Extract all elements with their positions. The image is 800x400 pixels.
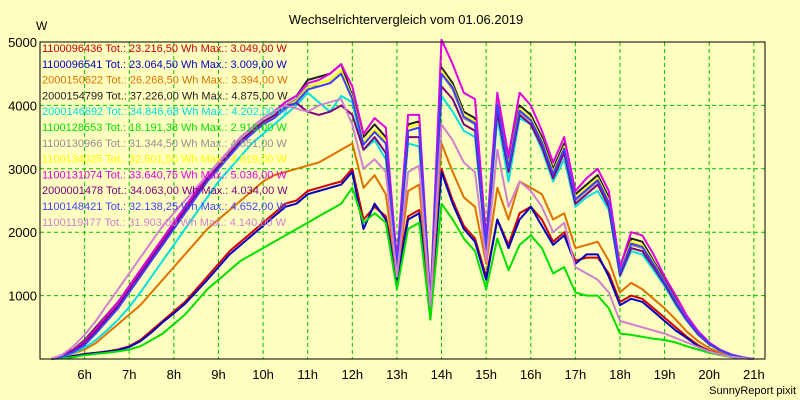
y-axis-unit-label: W xyxy=(36,19,48,33)
x-tick-label: 19h xyxy=(654,367,676,382)
y-tick-label: 5000 xyxy=(8,35,37,50)
legend: 1100096436 Tot.: 23.216,50 Wh Max.: 3.04… xyxy=(42,43,288,229)
legend-entry-7: 1100130966 Tot.: 31.344,50 Wh Max.: 4.55… xyxy=(42,138,287,150)
legend-entry-1: 1100096436 Tot.: 23.216,50 Wh Max.: 3.04… xyxy=(42,43,287,55)
legend-entry-2: 1100096541 Tot.: 23.064,50 Wh Max.: 3.00… xyxy=(42,59,287,71)
legend-entry-6: 1100128553 Tot.: 18.191,38 Wh Max.: 2.91… xyxy=(42,122,287,134)
legend-entry-3: 2000150622 Tot.: 26.268,50 Wh Max.: 3.39… xyxy=(42,75,288,87)
y-axis-ticks: 1000 2000 3000 4000 5000 xyxy=(8,35,37,304)
x-tick-label: 14h xyxy=(431,367,453,382)
legend-entry-10: 2000001478 Tot.: 34.063,00 Wh Max.: 4.03… xyxy=(42,185,288,197)
series-line-12 xyxy=(50,98,754,360)
y-tick-label: 3000 xyxy=(8,162,37,177)
series-line-2 xyxy=(51,171,754,360)
legend-entry-8: 1100134025 Tot.: 32.501,50 Wh Max.: 4.81… xyxy=(42,154,287,166)
x-tick-label: 21h xyxy=(743,367,765,382)
x-tick-label: 17h xyxy=(565,367,587,382)
legend-entry-11: 1100148421 Tot.: 32.138,25 Wh Max.: 4.65… xyxy=(42,201,287,213)
x-tick-label: 12h xyxy=(341,367,363,382)
x-tick-label: 15h xyxy=(475,367,497,382)
chart-title: Wechselrichtervergleich vom 01.06.2019 xyxy=(289,12,524,27)
footer-credit: SunnyReport pixit xyxy=(709,385,796,397)
x-tick-label: 6h xyxy=(77,367,91,382)
x-tick-label: 13h xyxy=(386,367,408,382)
x-tick-label: 11h xyxy=(297,367,318,382)
series-line-3 xyxy=(50,142,754,360)
series-lines xyxy=(50,38,754,360)
x-axis-ticks: 6h 7h 8h 9h 10h 11h 12h 13h 14h 15h 16h 17h 18h 19h 20… xyxy=(77,367,764,382)
series-line-11 xyxy=(50,72,754,360)
x-tick-label: 16h xyxy=(520,367,542,382)
x-tick-label: 7h xyxy=(122,367,136,382)
x-tick-label: 18h xyxy=(609,367,631,382)
y-tick-label: 1000 xyxy=(8,289,37,304)
legend-entry-9: 1100131074 Tot.: 33.640,75 Wh Max.: 5.03… xyxy=(42,169,287,181)
x-tick-label: 9h xyxy=(211,367,225,382)
y-tick-label: 4000 xyxy=(8,98,37,113)
plot-frame xyxy=(39,41,766,360)
legend-entry-4: 2000154799 Tot.: 37.226,00 Wh Max.: 4.87… xyxy=(42,90,288,102)
legend-entry-5: 2000146692 Tot.: 34.846,68 Wh Max.: 4.20… xyxy=(42,106,288,118)
legend-entry-12: 1100119477 Tot.: 31.903,00 Wh Max.: 4.14… xyxy=(42,217,287,229)
x-tick-label: 10h xyxy=(252,367,274,382)
x-tick-label: 20h xyxy=(698,367,720,382)
y-tick-label: 2000 xyxy=(8,225,37,240)
series-line-6 xyxy=(51,186,754,360)
x-tick-label: 8h xyxy=(167,367,181,382)
